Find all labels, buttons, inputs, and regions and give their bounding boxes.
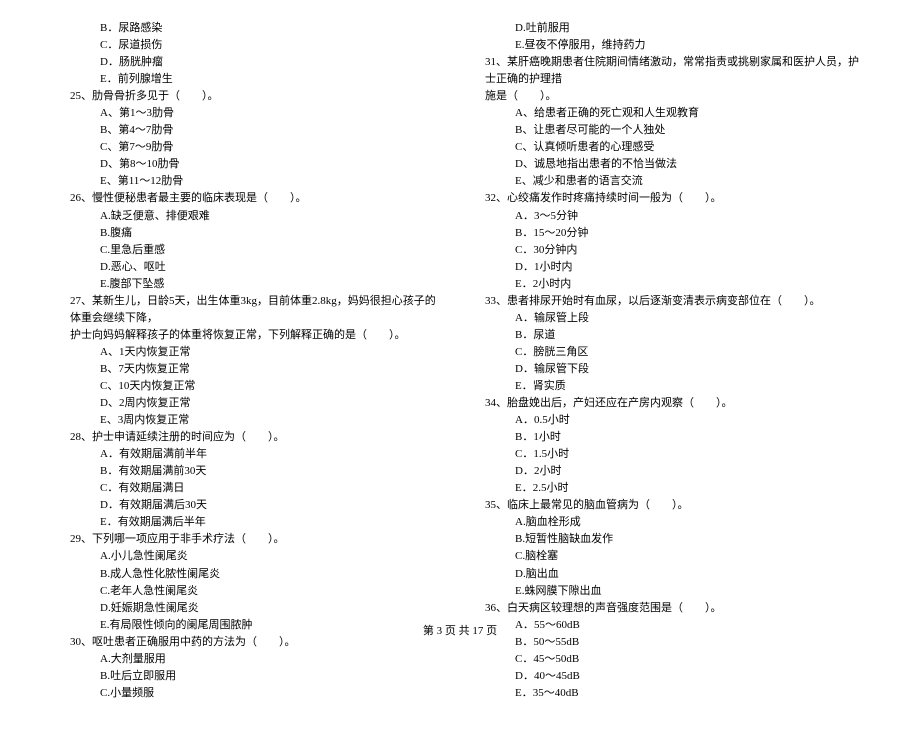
option: D.妊娠期急性阑尾炎 (60, 600, 445, 617)
option: C、认真倾听患者的心理感受 (475, 139, 860, 156)
option: B、第4～7肋骨 (60, 122, 445, 139)
option: A．3～5分钟 (475, 208, 860, 225)
option: C．1.5小时 (475, 446, 860, 463)
option: E.蛛网膜下隙出血 (475, 583, 860, 600)
question-26: 26、慢性便秘患者最主要的临床表现是（ ）。 (60, 190, 445, 207)
question-27-sub: 护士向妈妈解释孩子的体重将恢复正常，下列解释正确的是（ ）。 (60, 327, 445, 344)
option: C.老年人急性阑尾炎 (60, 583, 445, 600)
option: C、10天内恢复正常 (60, 378, 445, 395)
option: D、诚恳地指出患者的不恰当做法 (475, 156, 860, 173)
option: C．膀胱三角区 (475, 344, 860, 361)
option: C．30分钟内 (475, 242, 860, 259)
option: D、2周内恢复正常 (60, 395, 445, 412)
option: B、让患者尽可能的一个人独处 (475, 122, 860, 139)
option: D.脑出血 (475, 566, 860, 583)
option: B．1小时 (475, 429, 860, 446)
question-29: 29、下列哪一项应用于非手术疗法（ ）。 (60, 531, 445, 548)
option: C．有效期届满日 (60, 480, 445, 497)
option: B.成人急性化脓性阑尾炎 (60, 566, 445, 583)
option: A、1天内恢复正常 (60, 344, 445, 361)
option: A.缺乏便意、排便艰难 (60, 208, 445, 225)
option: B．15～20分钟 (475, 225, 860, 242)
question-35: 35、临床上最常见的脑血管病为（ ）。 (475, 497, 860, 514)
question-34: 34、胎盘娩出后，产妇还应在产房内观察（ ）。 (475, 395, 860, 412)
option: A、给患者正确的死亡观和人生观教育 (475, 105, 860, 122)
option: E．肾实质 (475, 378, 860, 395)
option: B.腹痛 (60, 225, 445, 242)
option: A．0.5小时 (475, 412, 860, 429)
option: C.脑栓塞 (475, 548, 860, 565)
option: A.脑血栓形成 (475, 514, 860, 531)
option: D．1小时内 (475, 259, 860, 276)
option: A.大剂量服用 (60, 651, 445, 668)
option: E.昼夜不停服用，维持药力 (475, 37, 860, 54)
option: C．尿道损伤 (60, 37, 445, 54)
question-33: 33、患者排尿开始时有血尿，以后逐渐变清表示病变部位在（ ）。 (475, 293, 860, 310)
option: E．2.5小时 (475, 480, 860, 497)
option: E、3周内恢复正常 (60, 412, 445, 429)
option: E.腹部下坠感 (60, 276, 445, 293)
option: B.短暂性脑缺血发作 (475, 531, 860, 548)
option: C．45～50dB (475, 651, 860, 668)
option: B.吐后立即服用 (60, 668, 445, 685)
option: B．尿道 (475, 327, 860, 344)
option: A、第1～3肋骨 (60, 105, 445, 122)
option: E．35～40dB (475, 685, 860, 702)
option: D.吐前服用 (475, 20, 860, 37)
left-column: B．尿路感染 C．尿道损伤 D．肠胱肿瘤 E．前列腺增生 25、肋骨骨折多见于（… (60, 20, 445, 702)
option: C、第7～9肋骨 (60, 139, 445, 156)
option: E．前列腺增生 (60, 71, 445, 88)
question-27: 27、某新生儿，日龄5天，出生体重3kg，目前体重2.8kg，妈妈很担心孩子的体… (60, 293, 445, 327)
option: B．尿路感染 (60, 20, 445, 37)
option: D．输尿管下段 (475, 361, 860, 378)
right-column: D.吐前服用 E.昼夜不停服用，维持药力 31、某肝癌晚期患者住院期间情绪激动，… (475, 20, 860, 702)
option: E．有效期届满后半年 (60, 514, 445, 531)
option: E．2小时内 (475, 276, 860, 293)
option: E、第11～12肋骨 (60, 173, 445, 190)
question-36: 36、白天病区较理想的声音强度范围是（ ）。 (475, 600, 860, 617)
option: D.恶心、呕吐 (60, 259, 445, 276)
option: D、第8～10肋骨 (60, 156, 445, 173)
option: B、7天内恢复正常 (60, 361, 445, 378)
page-footer: 第 3 页 共 17 页 (0, 622, 920, 638)
question-31-sub: 施是（ ）。 (475, 88, 860, 105)
option: D．2小时 (475, 463, 860, 480)
option: C.小量频服 (60, 685, 445, 702)
option: A．有效期届满前半年 (60, 446, 445, 463)
option: D．肠胱肿瘤 (60, 54, 445, 71)
option: D．有效期届满后30天 (60, 497, 445, 514)
option: B．有效期届满前30天 (60, 463, 445, 480)
option: A．输尿管上段 (475, 310, 860, 327)
question-28: 28、护士申请延续注册的时间应为（ ）。 (60, 429, 445, 446)
question-25: 25、肋骨骨折多见于（ ）。 (60, 88, 445, 105)
question-31: 31、某肝癌晚期患者住院期间情绪激动，常常指责或挑剔家属和医护人员，护士正确的护… (475, 54, 860, 88)
option: A.小儿急性阑尾炎 (60, 548, 445, 565)
question-32: 32、心绞痛发作时疼痛持续时间一般为（ ）。 (475, 190, 860, 207)
option: E、减少和患者的语言交流 (475, 173, 860, 190)
option: C.里急后重感 (60, 242, 445, 259)
option: D．40～45dB (475, 668, 860, 685)
